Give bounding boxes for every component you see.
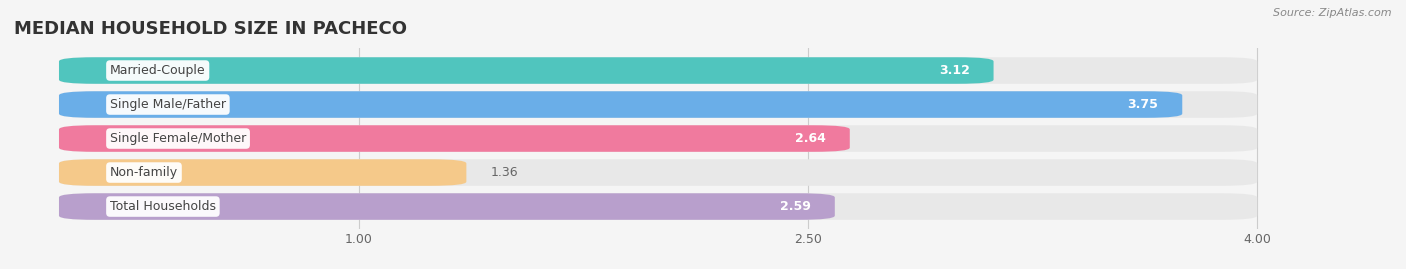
Text: Non-family: Non-family [110,166,179,179]
FancyBboxPatch shape [59,57,1257,84]
Text: Single Female/Mother: Single Female/Mother [110,132,246,145]
Text: 1.36: 1.36 [491,166,517,179]
Text: Total Households: Total Households [110,200,217,213]
FancyBboxPatch shape [59,125,849,152]
FancyBboxPatch shape [59,193,835,220]
Text: 2.64: 2.64 [794,132,825,145]
Text: 2.59: 2.59 [780,200,811,213]
FancyBboxPatch shape [59,159,1257,186]
FancyBboxPatch shape [59,125,1257,152]
Text: 3.12: 3.12 [939,64,970,77]
Text: Source: ZipAtlas.com: Source: ZipAtlas.com [1274,8,1392,18]
FancyBboxPatch shape [59,91,1257,118]
FancyBboxPatch shape [59,57,994,84]
Text: Single Male/Father: Single Male/Father [110,98,226,111]
FancyBboxPatch shape [59,159,467,186]
FancyBboxPatch shape [59,193,1257,220]
FancyBboxPatch shape [59,91,1182,118]
Text: MEDIAN HOUSEHOLD SIZE IN PACHECO: MEDIAN HOUSEHOLD SIZE IN PACHECO [14,20,408,38]
Text: 3.75: 3.75 [1128,98,1159,111]
Text: Married-Couple: Married-Couple [110,64,205,77]
